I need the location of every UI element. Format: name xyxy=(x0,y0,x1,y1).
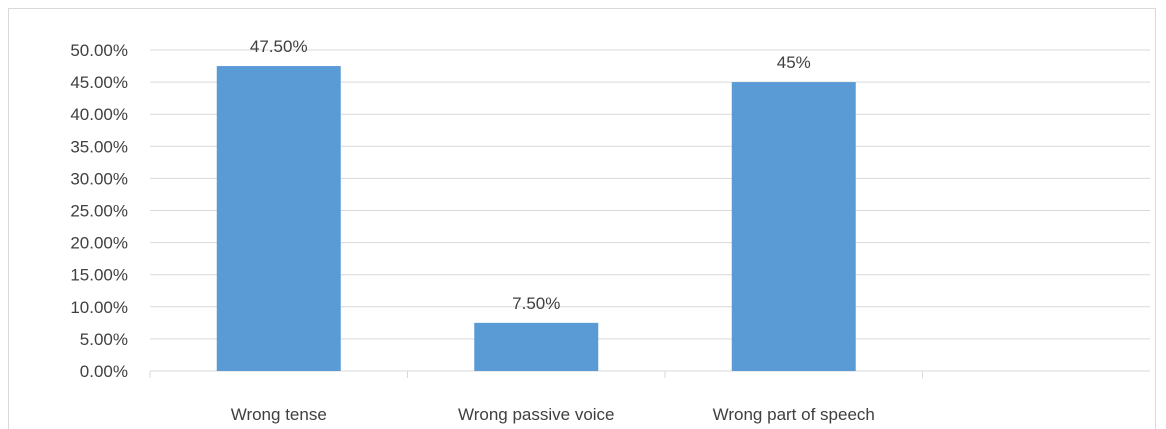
category-label: Wrong part of speech xyxy=(713,405,875,424)
y-tick-label: 0.00% xyxy=(80,362,128,381)
y-tick-label: 15.00% xyxy=(70,266,128,285)
data-label: 7.50% xyxy=(512,294,560,313)
category-label: Wrong tense xyxy=(231,405,327,424)
axes xyxy=(149,370,1150,378)
y-tick-label: 20.00% xyxy=(70,234,128,253)
y-tick-label: 50.00% xyxy=(70,41,128,60)
bars xyxy=(216,66,856,372)
data-label: 45% xyxy=(777,53,811,72)
category-label: Wrong passive voice xyxy=(458,405,615,424)
bar xyxy=(216,66,341,372)
y-tick-label: 10.00% xyxy=(70,298,128,317)
y-tick-label: 35.00% xyxy=(70,137,128,156)
labels: 0.00% 5.00% 10.00% 15.00% 20.00% 25.00% 30.00%… xyxy=(70,37,875,424)
y-tick-label: 40.00% xyxy=(70,105,128,124)
y-tick-label: 25.00% xyxy=(70,202,128,221)
y-tick-label: 45.00% xyxy=(70,73,128,92)
y-tick-label: 5.00% xyxy=(80,330,128,349)
bar xyxy=(474,322,599,371)
y-tick-label: 30.00% xyxy=(70,169,128,188)
bar xyxy=(731,82,856,371)
data-label: 47.50% xyxy=(250,37,308,56)
